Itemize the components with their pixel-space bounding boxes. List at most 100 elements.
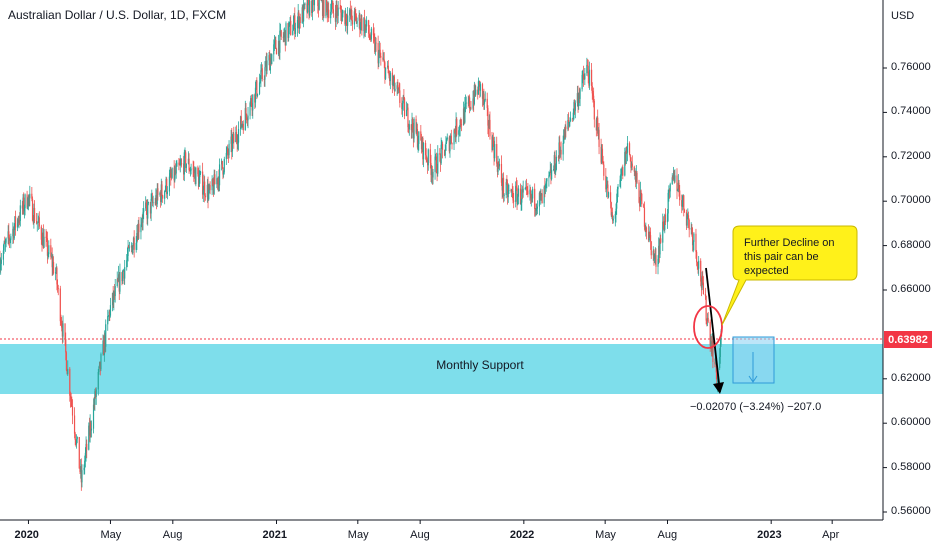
- candle-body: [517, 188, 520, 197]
- candle-body: [597, 129, 599, 134]
- candle-body: [511, 190, 513, 192]
- candle-body: [198, 176, 200, 187]
- candle-body: [42, 232, 44, 248]
- candle-body: [685, 212, 688, 226]
- candle-body: [431, 172, 433, 178]
- candle-body: [126, 256, 129, 261]
- candle-body: [33, 207, 35, 223]
- candle-body: [650, 241, 652, 256]
- candle-body: [277, 40, 280, 55]
- time-tick-label: 2023: [757, 529, 782, 541]
- candle-body: [185, 163, 187, 168]
- projection-box[interactable]: [732, 336, 775, 384]
- candle-body: [396, 85, 398, 89]
- candle-body: [626, 143, 629, 153]
- candle-body: [151, 196, 153, 199]
- candle-body: [195, 167, 197, 185]
- candle-body: [445, 142, 447, 151]
- candle-body: [202, 190, 204, 195]
- candle-body: [216, 178, 219, 185]
- callout-bubble[interactable]: [721, 225, 858, 326]
- price-axis[interactable]: [882, 0, 887, 520]
- candle-body: [168, 176, 171, 192]
- candle-body: [326, 0, 328, 4]
- candle-body: [601, 148, 603, 163]
- candle-body: [440, 144, 442, 164]
- candle-body: [76, 437, 78, 440]
- candle-body: [416, 128, 419, 148]
- candle-body: [166, 191, 168, 195]
- candle-body: [662, 221, 664, 243]
- candle-body: [673, 170, 675, 182]
- candle-body: [102, 340, 104, 355]
- candle-body: [368, 20, 370, 34]
- candle-body: [8, 237, 11, 241]
- candle-body: [612, 214, 614, 221]
- candle-body: [24, 194, 26, 209]
- candle-body: [415, 118, 417, 133]
- candle-body: [716, 372, 718, 386]
- candle-body: [217, 177, 219, 185]
- candle-body: [269, 57, 271, 71]
- candle-body: [171, 167, 173, 178]
- candle-body: [206, 184, 208, 198]
- candle-body: [208, 184, 210, 191]
- candle-body: [127, 246, 129, 257]
- candle-body: [332, 9, 335, 14]
- candle-body: [109, 311, 111, 316]
- candle-body: [574, 102, 576, 111]
- candle-body: [231, 139, 234, 152]
- candle-body: [7, 231, 9, 239]
- candle-body: [146, 207, 148, 219]
- candle-body: [464, 103, 467, 104]
- candle-body: [111, 293, 114, 306]
- candle-body: [582, 74, 584, 76]
- candle-body: [199, 171, 202, 174]
- candle-body: [417, 143, 419, 148]
- candle-body: [593, 95, 595, 101]
- candle-body: [164, 189, 166, 192]
- candle-body: [284, 30, 286, 35]
- candle-body: [520, 202, 522, 205]
- candle-body: [557, 156, 559, 158]
- candle-body: [174, 170, 177, 174]
- candle-body: [673, 170, 675, 180]
- candle-body: [464, 103, 466, 123]
- candle-body: [244, 108, 246, 131]
- candle-body: [189, 170, 191, 171]
- candle-body: [107, 315, 110, 317]
- candle-body: [298, 12, 300, 29]
- candle-body: [249, 102, 251, 116]
- candle-body: [686, 216, 688, 226]
- candle-body: [108, 311, 110, 316]
- candle-body: [536, 208, 538, 211]
- candle-body: [398, 88, 400, 91]
- candle-body: [512, 191, 514, 201]
- candle-body: [160, 192, 162, 203]
- candle-body: [486, 98, 488, 109]
- current-price-badge: 0.63982: [884, 331, 932, 348]
- candle-body: [226, 148, 228, 153]
- candle-body: [668, 189, 671, 192]
- candle-body: [361, 18, 363, 32]
- candle-body: [126, 260, 128, 268]
- candle-body: [284, 30, 286, 46]
- candle-body: [113, 291, 116, 297]
- candle-body: [288, 22, 290, 27]
- candle-body: [119, 272, 121, 292]
- candle-body: [605, 175, 607, 190]
- candle-body: [516, 187, 518, 204]
- candle-body: [664, 214, 667, 223]
- candle-body: [36, 222, 38, 224]
- candle-body: [616, 189, 618, 203]
- candle-body: [57, 288, 59, 290]
- candle-body: [337, 7, 339, 16]
- candle-body: [183, 152, 185, 175]
- candle-body: [402, 96, 404, 104]
- time-axis[interactable]: [0, 519, 883, 524]
- candle-body: [358, 14, 360, 21]
- candle-body: [636, 172, 638, 183]
- candle-body: [593, 100, 595, 120]
- candle-body: [103, 340, 105, 356]
